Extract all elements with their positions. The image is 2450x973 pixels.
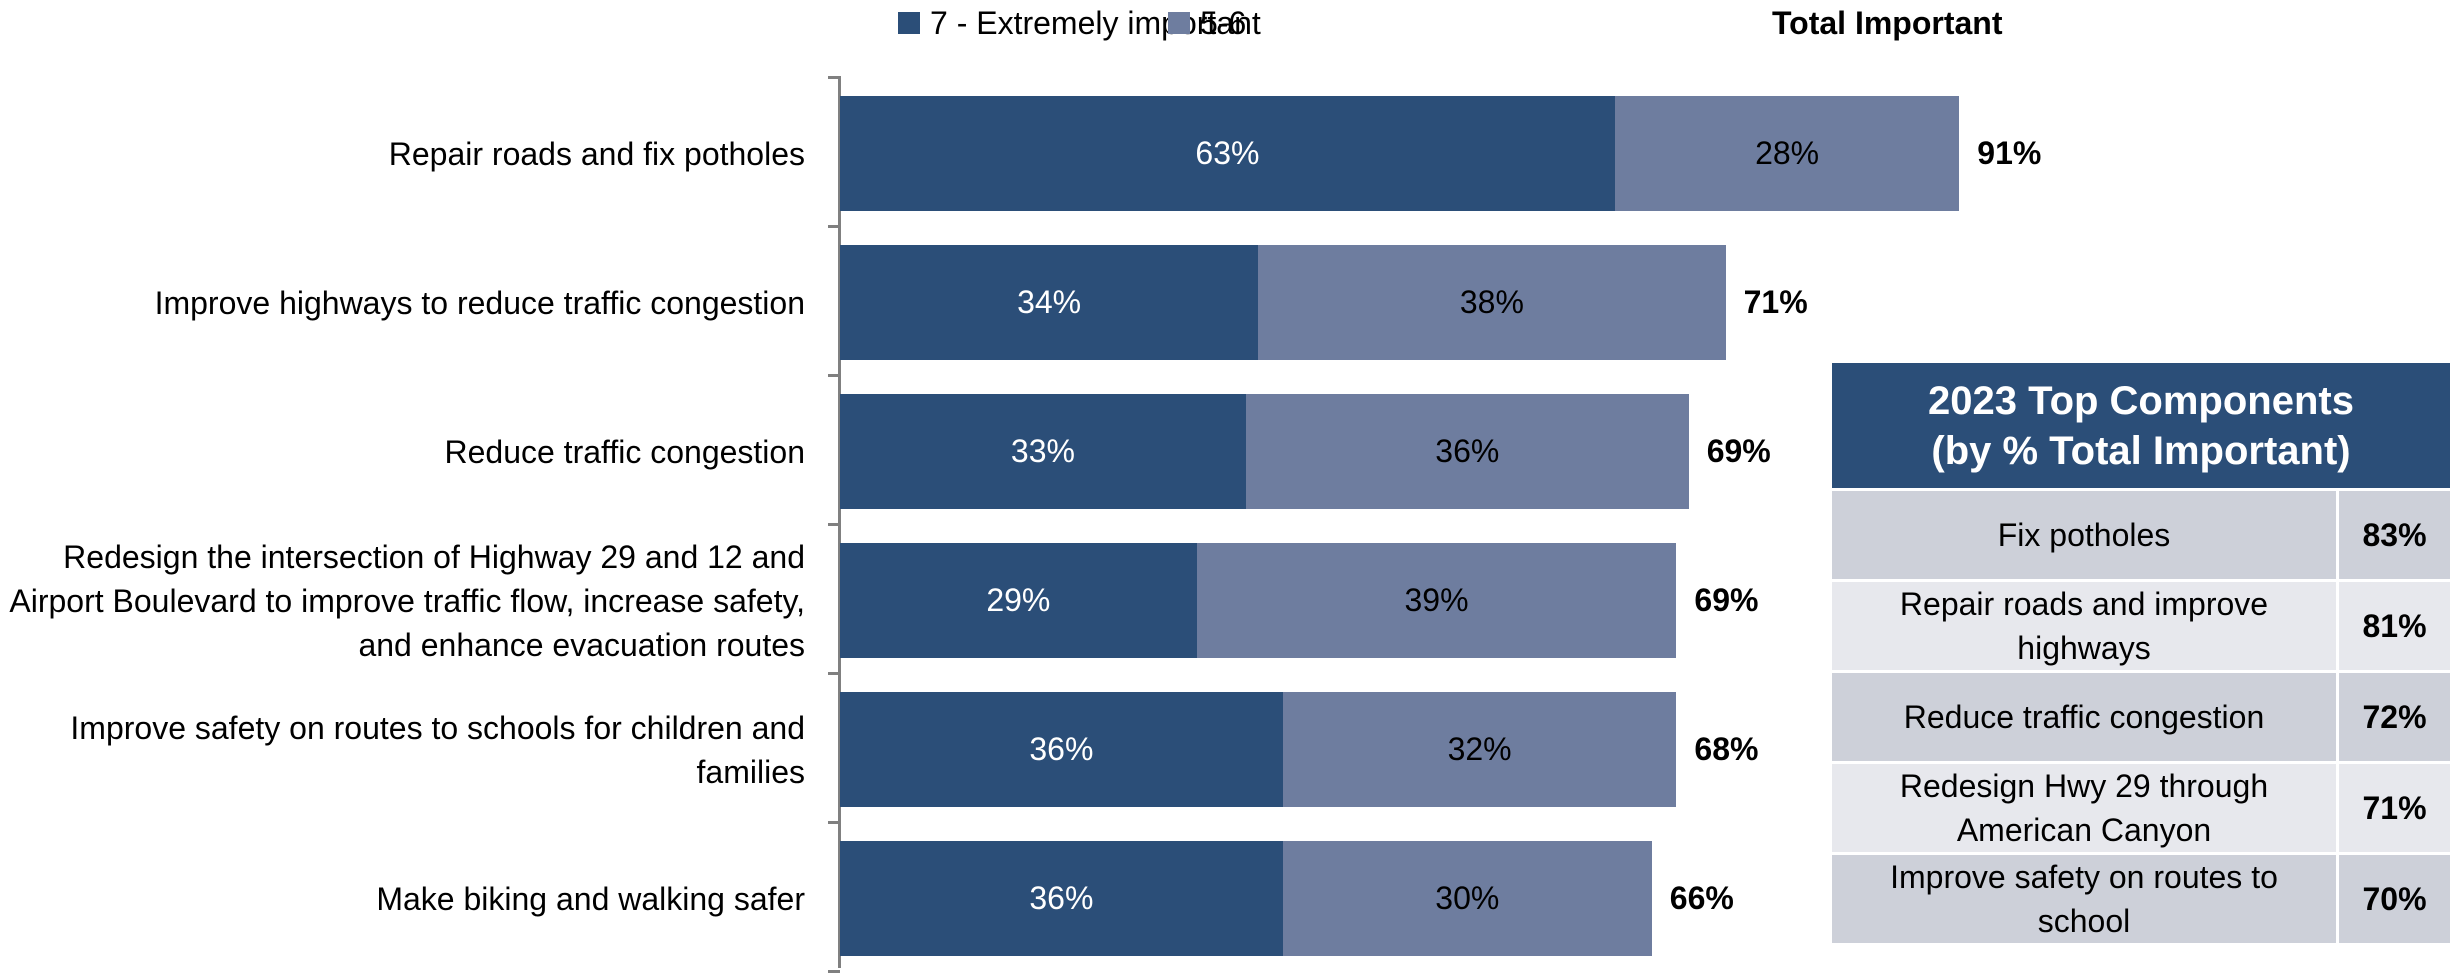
axis-tick [828,523,840,526]
data-label: 36% [1029,731,1094,767]
panel-row-value: 72% [2336,673,2450,761]
bar-segment-extremely-important: 36% [840,692,1283,807]
legend-swatch-5-6 [1168,12,1190,34]
panel-row-value: 71% [2336,764,2450,852]
category-axis [838,76,841,968]
total-label: 69% [1694,582,1759,618]
panel-row-value: 70% [2336,855,2450,943]
legend-total-important: Total Important [1772,5,2003,41]
legend-item-5-6: 5-6 [1168,0,1246,46]
data-label: 34% [1017,284,1082,320]
panel-row-value: 81% [2336,582,2450,670]
panel-row-label: Improve safety on routes to school [1890,859,2278,939]
legend-label-extremely-important: 7 - Extremely important [930,4,1261,41]
panel-row-label: Reduce traffic congestion [1903,699,2265,735]
panel-row: Redesign Hwy 29 through American Canyon … [1832,761,2450,852]
total-label: 68% [1694,731,1759,767]
data-label: 36% [1029,880,1094,916]
bar-segment-extremely-important: 36% [840,841,1283,956]
panel-row: Repair roads and improve highways 81% [1832,579,2450,670]
bar-segment-5-6: 36% [1245,394,1689,509]
legend-label-5-6: 5-6 [1200,4,1247,41]
data-label: 28% [1755,135,1820,171]
panel-row-label: Redesign Hwy 29 through American Canyon [1899,768,2269,848]
data-label: 32% [1447,731,1512,767]
panel-title: 2023 Top Components [1928,378,2354,423]
axis-tick [828,672,840,675]
category-label: Repair roads and fix potholes [388,135,805,172]
data-label: 39% [1404,582,1469,618]
category-label: Reduce traffic congestion [444,433,805,470]
axis-tick [828,225,840,228]
category-label: Redesign the intersection of Highway 29 … [9,538,805,663]
total-label: 69% [1706,433,1771,469]
axis-tick [828,374,840,377]
panel-row: Reduce traffic congestion 72% [1832,670,2450,761]
panel-row-label: Fix potholes [1997,517,2171,553]
panel-row: Improve safety on routes to school 70% [1832,852,2450,943]
total-label: 91% [1977,135,2042,171]
category-label: Improve highways to reduce traffic conge… [154,284,805,321]
data-label: 33% [1010,433,1075,469]
bar-segment-extremely-important: 34% [840,245,1259,360]
bar-segment-extremely-important: 63% [840,96,1615,211]
axis-tick [828,821,840,824]
panel-row: Fix potholes 83% [1832,488,2450,579]
legend-item-extremely-important: 7 - Extremely important [898,0,1261,46]
panel-subtitle: (by % Total Important) [1931,428,2351,473]
data-label: 63% [1195,135,1260,171]
bar-segment-5-6: 39% [1196,543,1677,658]
axis-tick [828,76,840,79]
bar-segment-5-6: 32% [1282,692,1677,807]
bar-segment-5-6: 28% [1614,96,1960,211]
bar-segment-5-6: 30% [1282,841,1652,956]
data-label: 29% [986,582,1051,618]
data-label: 30% [1435,880,1500,916]
legend-swatch-extremely-important [898,12,920,34]
total-label: 66% [1669,880,1734,916]
panel-header: 2023 Top Components (by % Total Importan… [1832,363,2450,488]
bar-segment-5-6: 38% [1258,245,1726,360]
category-label: Make biking and walking safer [376,880,805,917]
data-label: 36% [1435,433,1500,469]
bar-segment-extremely-important: 29% [840,543,1197,658]
bar-segment-extremely-important: 33% [840,394,1246,509]
total-label: 71% [1743,284,1808,320]
panel-row-label: Repair roads and improve highways [1899,586,2269,666]
top-components-panel: 2023 Top Components (by % Total Importan… [1832,363,2450,943]
panel-row-value: 83% [2336,491,2450,579]
category-label: Improve safety on routes to schools for … [70,709,805,790]
data-label: 38% [1459,284,1524,320]
